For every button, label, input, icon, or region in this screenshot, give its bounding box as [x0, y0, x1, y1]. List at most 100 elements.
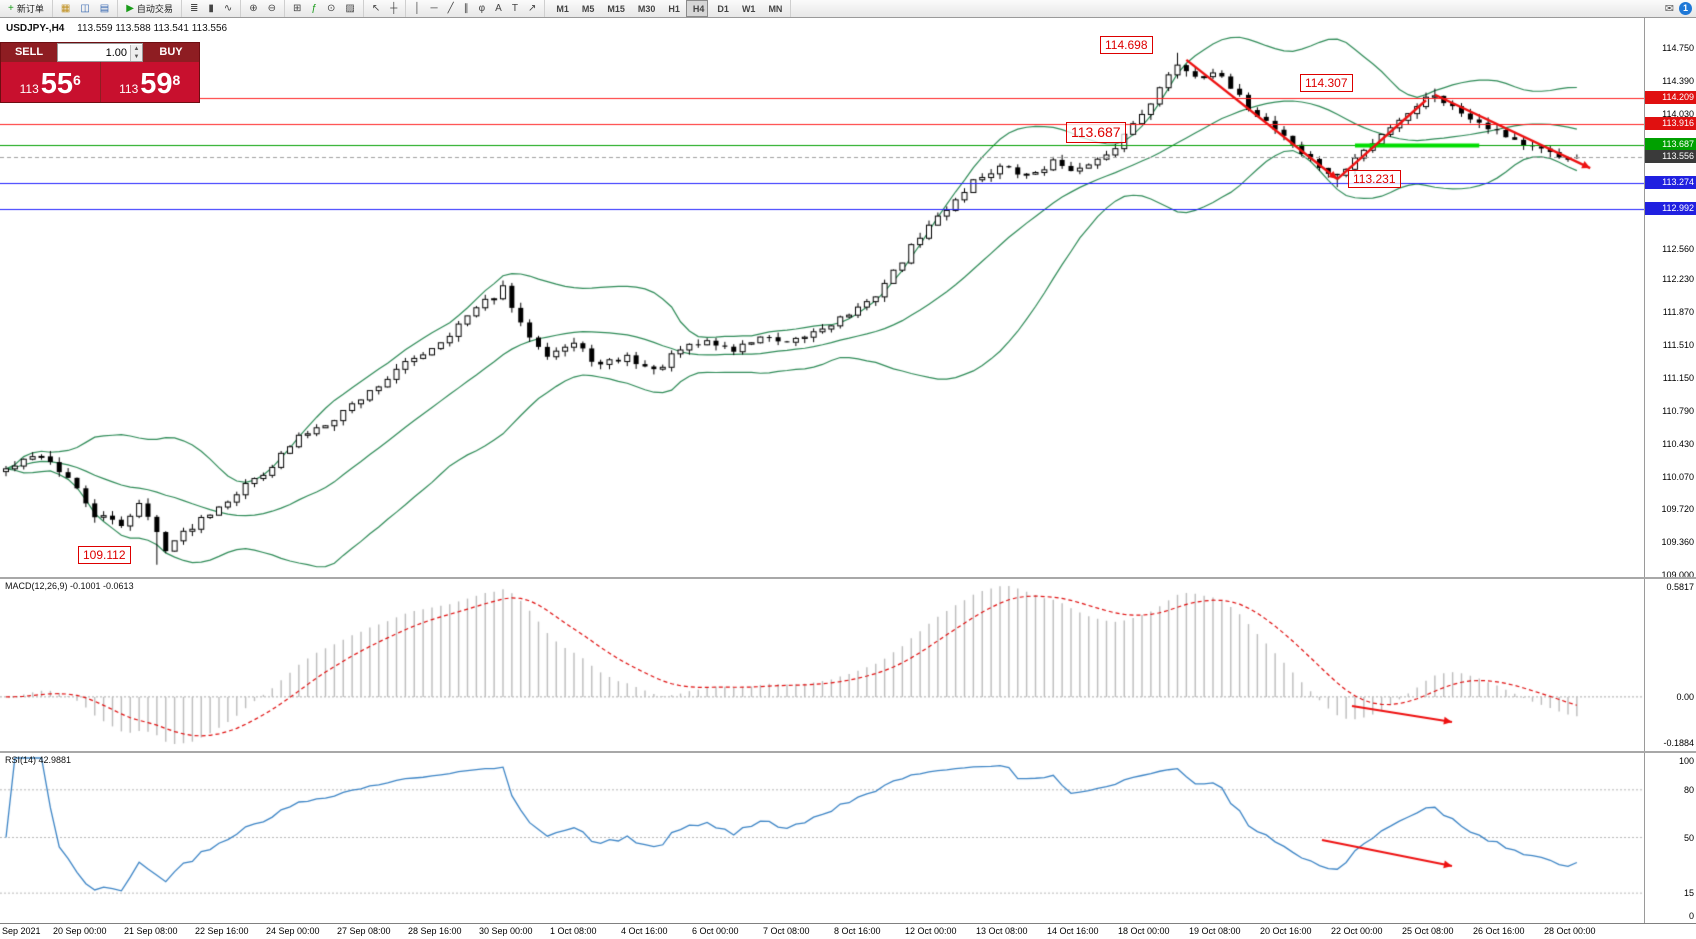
timeframe-m5-label: M5	[581, 3, 595, 14]
text[interactable]: A	[491, 0, 506, 17]
macd-panel-splitter[interactable]	[0, 577, 1696, 579]
vertical-line[interactable]: │	[410, 0, 424, 17]
new-order[interactable]: + 新订单	[4, 0, 48, 17]
buy-price-big: 59	[140, 68, 173, 100]
mail-icon[interactable]: ✉	[1664, 3, 1674, 15]
price-axis-label: 112.560	[1662, 243, 1694, 254]
price-axis[interactable]: 114.750 114.390 114.030 112.560 112.230 111.8…	[1645, 17, 1696, 923]
bar-chart-icon: ≣	[189, 3, 199, 14]
hline-price-tag: 113.274	[1645, 176, 1696, 190]
axis-separator	[1644, 17, 1645, 923]
notification-badge[interactable]: 1	[1679, 2, 1692, 15]
timeframe-d1[interactable]: D1	[710, 0, 733, 17]
timeframe-h1[interactable]: H1	[661, 0, 684, 17]
timeframe-m5[interactable]: M5	[575, 0, 599, 17]
new-order-label: 新订单	[16, 4, 44, 14]
zoom-in[interactable]: ⊕	[245, 0, 261, 17]
timeframe-h4[interactable]: H4	[685, 0, 709, 17]
profiles[interactable]: ◫	[76, 0, 93, 17]
main-chart-canvas[interactable]	[0, 0, 1644, 578]
zoom-out[interactable]: ⊖	[264, 0, 280, 17]
horizontal-line-icon: ─	[430, 3, 438, 14]
price-axis-label: 109.360	[1661, 536, 1694, 547]
timeframe-m1[interactable]: M1	[549, 0, 573, 17]
buy-price-panel[interactable]: 113 59 8	[101, 62, 200, 102]
time-axis-label: 14 Oct 16:00	[1047, 926, 1099, 936]
volume-down-button[interactable]: ▼	[131, 52, 142, 61]
time-axis-label: 19 Oct 08:00	[1189, 926, 1241, 936]
line-chart[interactable]: ∿	[220, 0, 236, 17]
sell-price-panel[interactable]: 113 55 6	[1, 62, 101, 102]
templates[interactable]: ▨	[341, 0, 358, 17]
terminal[interactable]: ▤	[96, 0, 113, 17]
timeframe-h1-label: H1	[668, 3, 680, 14]
one-click-trading-widget: SELL 1.00 ▲ ▼ BUY 113 55 6 113 59 8	[0, 42, 200, 103]
price-axis-label: 114.750	[1662, 43, 1694, 53]
price-callout[interactable]: 113.687	[1066, 122, 1126, 143]
rsi-axis-label: 100	[1678, 756, 1694, 766]
price-callout[interactable]: 114.698	[1100, 36, 1153, 54]
current-price-tag: 113.556	[1645, 150, 1696, 164]
sell-button[interactable]: SELL	[14, 46, 44, 58]
time-axis[interactable]: Sep 2021 20 Sep 00:00 21 Sep 08:00 22 Sep 1…	[0, 923, 1696, 939]
rsi-indicator-label: RSI(14) 42.9881	[5, 755, 72, 765]
arrow-objects-icon: ↗	[527, 3, 537, 14]
text-label[interactable]: T	[508, 0, 522, 17]
rsi-axis-label: 15	[1683, 888, 1694, 899]
price-callout[interactable]: 113.231	[1348, 170, 1401, 188]
auto-trade[interactable]: ▶ 自动交易	[122, 0, 177, 17]
trendline[interactable]: ╱	[444, 0, 458, 17]
toolbar-group: │ ─ ╱ ∥ φ A T ↗	[406, 0, 546, 17]
symbol-period-label: USDJPY-,H4	[6, 23, 65, 34]
candlestick-chart-icon: ▮	[208, 3, 214, 14]
time-axis-label: 1 Oct 08:00	[550, 926, 597, 936]
price-axis-label: 110.430	[1662, 438, 1694, 449]
auto-trade-icon: ▶	[126, 3, 134, 14]
time-axis-label: 20 Sep 00:00	[53, 926, 107, 936]
crosshair[interactable]: ┼	[386, 0, 401, 17]
toolbar-group: ⊞ ƒ ⊙ ▨	[285, 0, 364, 17]
timeframe-mn[interactable]: MN	[761, 0, 786, 17]
price-axis-label: 112.230	[1662, 273, 1694, 284]
price-callout[interactable]: 114.307	[1300, 74, 1353, 92]
horizontal-line[interactable]: ─	[427, 0, 442, 17]
cursor[interactable]: ↖	[368, 0, 384, 17]
time-axis-label: 24 Sep 00:00	[266, 926, 320, 936]
volume-up-button[interactable]: ▲	[131, 44, 142, 53]
price-callout[interactable]: 109.112	[78, 546, 131, 564]
arrow-objects[interactable]: ↗	[524, 0, 540, 17]
tile-windows[interactable]: ⊞	[289, 0, 305, 17]
timeframe-m15[interactable]: M15	[600, 0, 629, 17]
equidistant-channel[interactable]: ∥	[460, 0, 473, 17]
toolbar-group: ▶ 自动交易	[118, 0, 182, 17]
macd-panel-canvas[interactable]	[0, 578, 1644, 752]
sell-price-sup: 6	[73, 72, 81, 88]
rsi-panel-splitter[interactable]	[0, 751, 1696, 753]
price-axis-label: 111.510	[1662, 339, 1694, 350]
price-axis-label: 114.030	[1662, 108, 1694, 119]
timeframe-m15-label: M15	[607, 3, 625, 14]
timeframe-m30[interactable]: M30	[631, 0, 660, 17]
time-axis-label: Sep 2021	[2, 926, 41, 936]
fibonacci[interactable]: φ	[475, 0, 489, 17]
zoom-out-icon: ⊖	[267, 3, 277, 14]
bar-chart[interactable]: ≣	[186, 0, 202, 17]
time-axis-label: 21 Sep 08:00	[124, 926, 178, 936]
timeframe-w1[interactable]: W1	[735, 0, 760, 17]
macd-indicator-label: MACD(12,26,9) -0.1001 -0.0613	[5, 581, 134, 591]
toolbar-group: ↖ ┼	[364, 0, 407, 17]
hline-price-tag: 112.992	[1645, 202, 1696, 216]
rsi-panel-canvas[interactable]	[0, 752, 1644, 923]
time-axis-label: 26 Oct 16:00	[1473, 926, 1525, 936]
cursor-icon: ↖	[371, 3, 381, 14]
charts[interactable]: ▦	[57, 0, 74, 17]
volume-input[interactable]: 1.00 ▲ ▼	[57, 43, 143, 62]
ohlc-values: 113.559 113.588 113.541 113.556	[77, 23, 228, 34]
toolbar-group: ≣ ▮ ∿	[182, 0, 242, 17]
time-axis-label: 30 Sep 00:00	[479, 926, 533, 936]
candlestick-chart[interactable]: ▮	[204, 0, 218, 17]
buy-price-prefix: 113	[119, 82, 139, 96]
indicators-list[interactable]: ƒ	[307, 0, 321, 17]
buy-button[interactable]: BUY	[159, 46, 183, 58]
periods[interactable]: ⊙	[323, 0, 339, 17]
